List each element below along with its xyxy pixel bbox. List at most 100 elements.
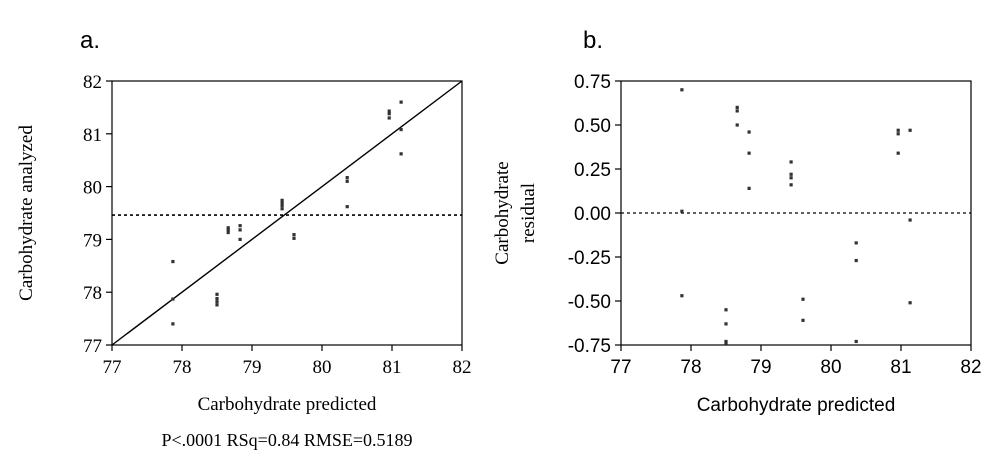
panel-a-data-point xyxy=(226,228,230,232)
panel-a-data-point xyxy=(238,237,242,241)
panel-b-data-point xyxy=(724,308,728,312)
panel-a-data-point xyxy=(226,226,230,230)
panel-a-x-tick-label: 77 xyxy=(103,357,122,378)
panel-a-data-point xyxy=(215,296,219,301)
panel-b-y-tick-label: 0.75 xyxy=(574,72,611,93)
panel-a-x-ticks: 77 78 79 80 81 82 xyxy=(103,345,472,378)
panel-b-data-point xyxy=(801,297,805,301)
panel-b-x-tick-label: 77 xyxy=(610,357,631,378)
panel-a-x-tick-label: 80 xyxy=(313,357,332,378)
panel-b-data-point xyxy=(680,88,684,92)
panel-a-data-point xyxy=(345,176,349,180)
panel-a-data-point xyxy=(399,100,403,104)
panel-b-data-point xyxy=(908,218,912,222)
panel-b-data-point xyxy=(908,128,912,132)
panel-b-data-point xyxy=(896,151,900,155)
panel-a-fit-line xyxy=(111,80,463,346)
panel-b-y-axis-label-line1: Carbohydrate xyxy=(492,161,513,264)
panel-b-data-point xyxy=(854,241,858,245)
panel-a-data-point xyxy=(399,127,403,132)
panel-b-y-tick-label: 0.00 xyxy=(574,204,611,225)
panel-b-y-tick-label: -0.50 xyxy=(568,292,611,313)
panel-b-x-tick-label: 78 xyxy=(680,357,701,378)
panel-b-x-axis-label: Carbohydrate predicted xyxy=(697,395,896,416)
panel-a-data-point xyxy=(292,236,296,240)
panel-a: a. 77 78 79 80 81 82 77 78 79 80 81 82 Carbohydrat… xyxy=(16,27,472,450)
panel-a-y-axis-label: Carbohydrate analyzed xyxy=(16,125,37,301)
panel-a-x-tick-label: 81 xyxy=(383,357,402,378)
panel-b-data-point xyxy=(735,105,739,109)
panel-b-y-axis-label-line2: residual xyxy=(518,183,539,243)
panel-b-y-tick-label: -0.75 xyxy=(568,336,611,357)
panel-b-data-point xyxy=(789,183,793,187)
panel-b-x-tick-label: 79 xyxy=(750,357,771,378)
panel-a-y-tick-label: 79 xyxy=(83,230,102,251)
panel-b-data-point xyxy=(854,258,858,263)
panel-b-data-point xyxy=(724,339,728,344)
panel-b-data-point xyxy=(735,123,739,127)
panel-b-data-point xyxy=(747,151,751,155)
panel-b-data-point xyxy=(801,318,805,322)
panel-a-data-point xyxy=(215,303,219,307)
panel-a-y-tick-label: 80 xyxy=(83,178,102,199)
panel-b-y-ticks: -0.75 -0.50 -0.25 0.00 0.25 0.50 0.75 xyxy=(568,72,621,357)
panel-a-y-tick-label: 77 xyxy=(83,336,102,357)
panel-a-x-tick-label: 82 xyxy=(453,357,472,378)
panel-a-data-point xyxy=(387,112,391,116)
panel-b-x-tick-label: 81 xyxy=(890,357,911,378)
panel-a-x-tick-label: 79 xyxy=(243,357,262,378)
panel-a-data-point xyxy=(238,224,242,228)
panel-b-y-tick-label: 0.50 xyxy=(574,116,611,137)
panel-b-data-point xyxy=(789,176,793,180)
panel-a-y-tick-label: 82 xyxy=(83,72,102,93)
panel-a-data-point xyxy=(226,230,230,235)
panel-a-plot-frame xyxy=(111,80,463,346)
panel-b-data-point xyxy=(747,186,751,190)
panel-b-x-tick-label: 82 xyxy=(960,357,981,378)
panel-b-data-point xyxy=(724,322,728,326)
panel-b-y-tick-label: -0.25 xyxy=(568,248,611,269)
panel-b-data-point xyxy=(680,209,684,213)
panel-b-data-point xyxy=(747,130,751,134)
panel-a-data-point xyxy=(399,152,403,156)
panel-a-data-point xyxy=(280,204,284,208)
panel-a-data-point xyxy=(387,109,391,113)
panel-a-data-point xyxy=(280,207,284,211)
panel-a-data-point xyxy=(345,205,349,209)
panel-b-data-point xyxy=(908,301,912,305)
panel-a-data-point xyxy=(280,201,284,205)
panel-b-data-point xyxy=(724,341,728,345)
panel-a-label: a. xyxy=(80,27,100,54)
panel-b-data-point xyxy=(896,132,900,136)
panel-a-y-tick-label: 78 xyxy=(83,283,102,304)
panel-a-x-axis-label: Carbohydrate predicted xyxy=(198,394,377,415)
panel-a-data-point xyxy=(345,179,349,183)
panel-b-points xyxy=(680,88,912,345)
panel-b-data-point xyxy=(735,109,739,113)
panel-a-data-point xyxy=(171,322,175,326)
panel-a-x-tick-label: 78 xyxy=(173,357,192,378)
panel-a-data-point xyxy=(280,198,284,202)
panel-a-y-ticks: 77 78 79 80 81 82 xyxy=(83,72,112,357)
panel-b-data-point xyxy=(789,172,793,176)
panel-b-data-point xyxy=(854,339,858,344)
panel-a-data-point xyxy=(171,259,175,264)
panel-a-data-point xyxy=(171,297,175,301)
panel-b: b. 77 78 79 80 81 82 -0.75 -0.50 -0.25 0.00 0.25 0… xyxy=(492,27,982,416)
panel-b-data-point xyxy=(789,160,793,164)
panel-a-data-point xyxy=(215,292,219,296)
panel-a-data-point xyxy=(238,228,242,232)
panel-a-points xyxy=(171,100,403,326)
panel-b-x-ticks: 77 78 79 80 81 82 xyxy=(610,345,982,378)
panel-a-data-point xyxy=(292,233,296,237)
panel-a-data-point xyxy=(215,300,219,304)
panel-a-y-tick-label: 81 xyxy=(83,125,102,146)
panel-b-x-tick-label: 80 xyxy=(820,357,841,378)
panel-a-data-point xyxy=(387,116,391,120)
panel-a-stats-text: P<.0001 RSq=0.84 RMSE=0.5189 xyxy=(162,430,413,450)
panel-b-data-point xyxy=(680,294,684,298)
panel-b-data-point xyxy=(896,128,900,132)
panel-b-label: b. xyxy=(583,27,603,54)
panel-b-y-tick-label: 0.25 xyxy=(574,160,611,181)
